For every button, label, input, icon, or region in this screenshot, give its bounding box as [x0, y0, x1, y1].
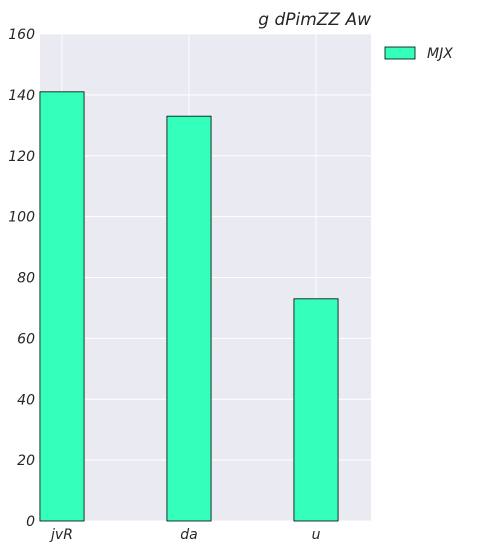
x-tick-label-jvR: jvR: [49, 527, 73, 543]
legend: MJX: [384, 46, 453, 62]
x-tick-label-u: u: [312, 527, 321, 543]
chart-title: g dPimZZ Aw: [258, 10, 371, 30]
legend-label-mjx: MJX: [427, 46, 453, 62]
y-tick-label: 40: [17, 392, 35, 408]
y-tick-label: 80: [17, 271, 35, 287]
x-tick-label-da: da: [180, 527, 197, 543]
plot-area: 0 20 40 60 80 100 120 140 160 jvR da u: [8, 27, 371, 543]
bar-u: [293, 298, 339, 522]
bar-da: [166, 115, 212, 522]
y-tick-label: 160: [8, 27, 35, 43]
legend-swatch-mjx: [384, 46, 416, 60]
y-tick-label: 120: [8, 149, 35, 165]
y-tick-label: 60: [17, 331, 35, 347]
y-tick-label: 100: [8, 210, 35, 226]
bar-jvR: [39, 91, 85, 522]
y-tick-label: 20: [17, 453, 35, 469]
y-tick-label: 140: [8, 88, 35, 104]
y-tick-label: 0: [26, 514, 35, 530]
